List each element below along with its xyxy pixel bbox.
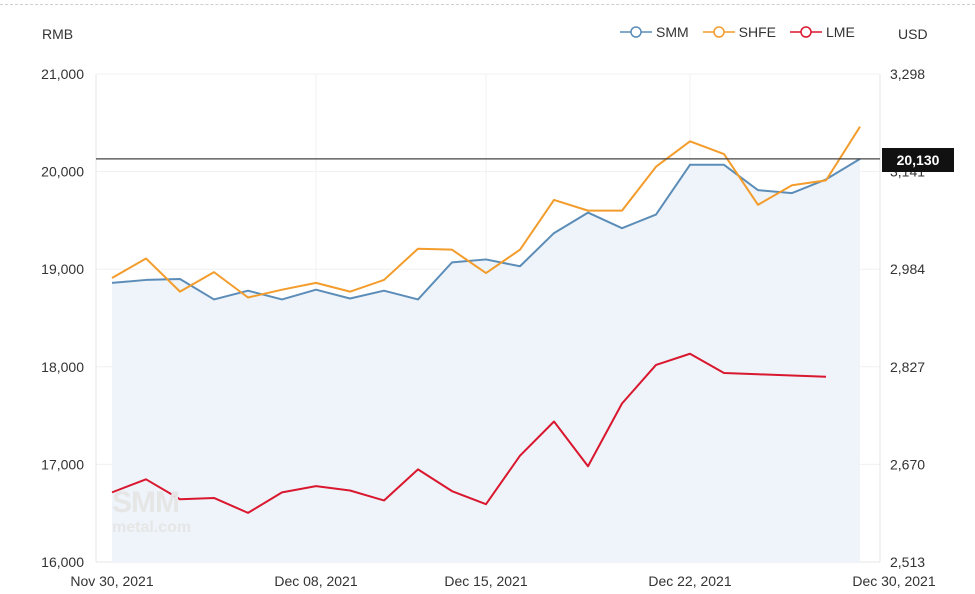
series-line-lme bbox=[111, 352, 827, 514]
legend-item-lme[interactable]: LME bbox=[790, 24, 855, 40]
left-axis-unit: RMB bbox=[42, 26, 74, 42]
smm-area-fill bbox=[112, 158, 860, 563]
legend-shfe-marker-icon bbox=[702, 26, 735, 38]
x-tick-label: Dec 22, 2021 bbox=[648, 573, 731, 589]
left-tick-label: 19,000 bbox=[41, 261, 84, 277]
left-tick-label: 16,000 bbox=[41, 554, 84, 570]
x-tick-label: Nov 30, 2021 bbox=[70, 573, 153, 589]
series-line-smm bbox=[111, 158, 861, 301]
current-price-tag: 20,130 bbox=[882, 148, 954, 172]
legend-item-shfe[interactable]: SHFE bbox=[702, 24, 777, 40]
top-dashed-rule bbox=[0, 4, 975, 5]
x-tick-label: Dec 08, 2021 bbox=[274, 573, 357, 589]
right-tick-label: 2,670 bbox=[890, 456, 925, 472]
legend-lme-marker-icon bbox=[790, 26, 823, 38]
legend-smm-marker-icon bbox=[620, 26, 652, 38]
left-tick-label: 18,000 bbox=[41, 359, 84, 375]
chart-legend: SMM SHFE LME bbox=[620, 24, 855, 40]
series-line-shfe bbox=[111, 126, 861, 299]
x-tick-label: Dec 15, 2021 bbox=[444, 573, 527, 589]
right-tick-label: 2,513 bbox=[890, 554, 925, 570]
left-tick-label: 21,000 bbox=[41, 66, 84, 82]
right-tick-label: 3,298 bbox=[890, 66, 925, 82]
legend-smm-label: SMM bbox=[656, 24, 689, 40]
legend-shfe-label: SHFE bbox=[738, 24, 777, 40]
left-tick-label: 17,000 bbox=[41, 456, 84, 472]
x-tick-label: Dec 30, 2021 bbox=[852, 573, 935, 589]
right-tick-label: 2,984 bbox=[890, 261, 925, 277]
left-tick-label: 20,000 bbox=[41, 164, 84, 180]
legend-lme-label: LME bbox=[826, 24, 855, 40]
smm-watermark-logo: SMM metal.com bbox=[112, 486, 192, 536]
right-axis-unit: USD bbox=[898, 26, 928, 42]
legend-item-smm[interactable]: SMM bbox=[620, 24, 689, 40]
right-tick-label: 2,827 bbox=[890, 359, 925, 375]
